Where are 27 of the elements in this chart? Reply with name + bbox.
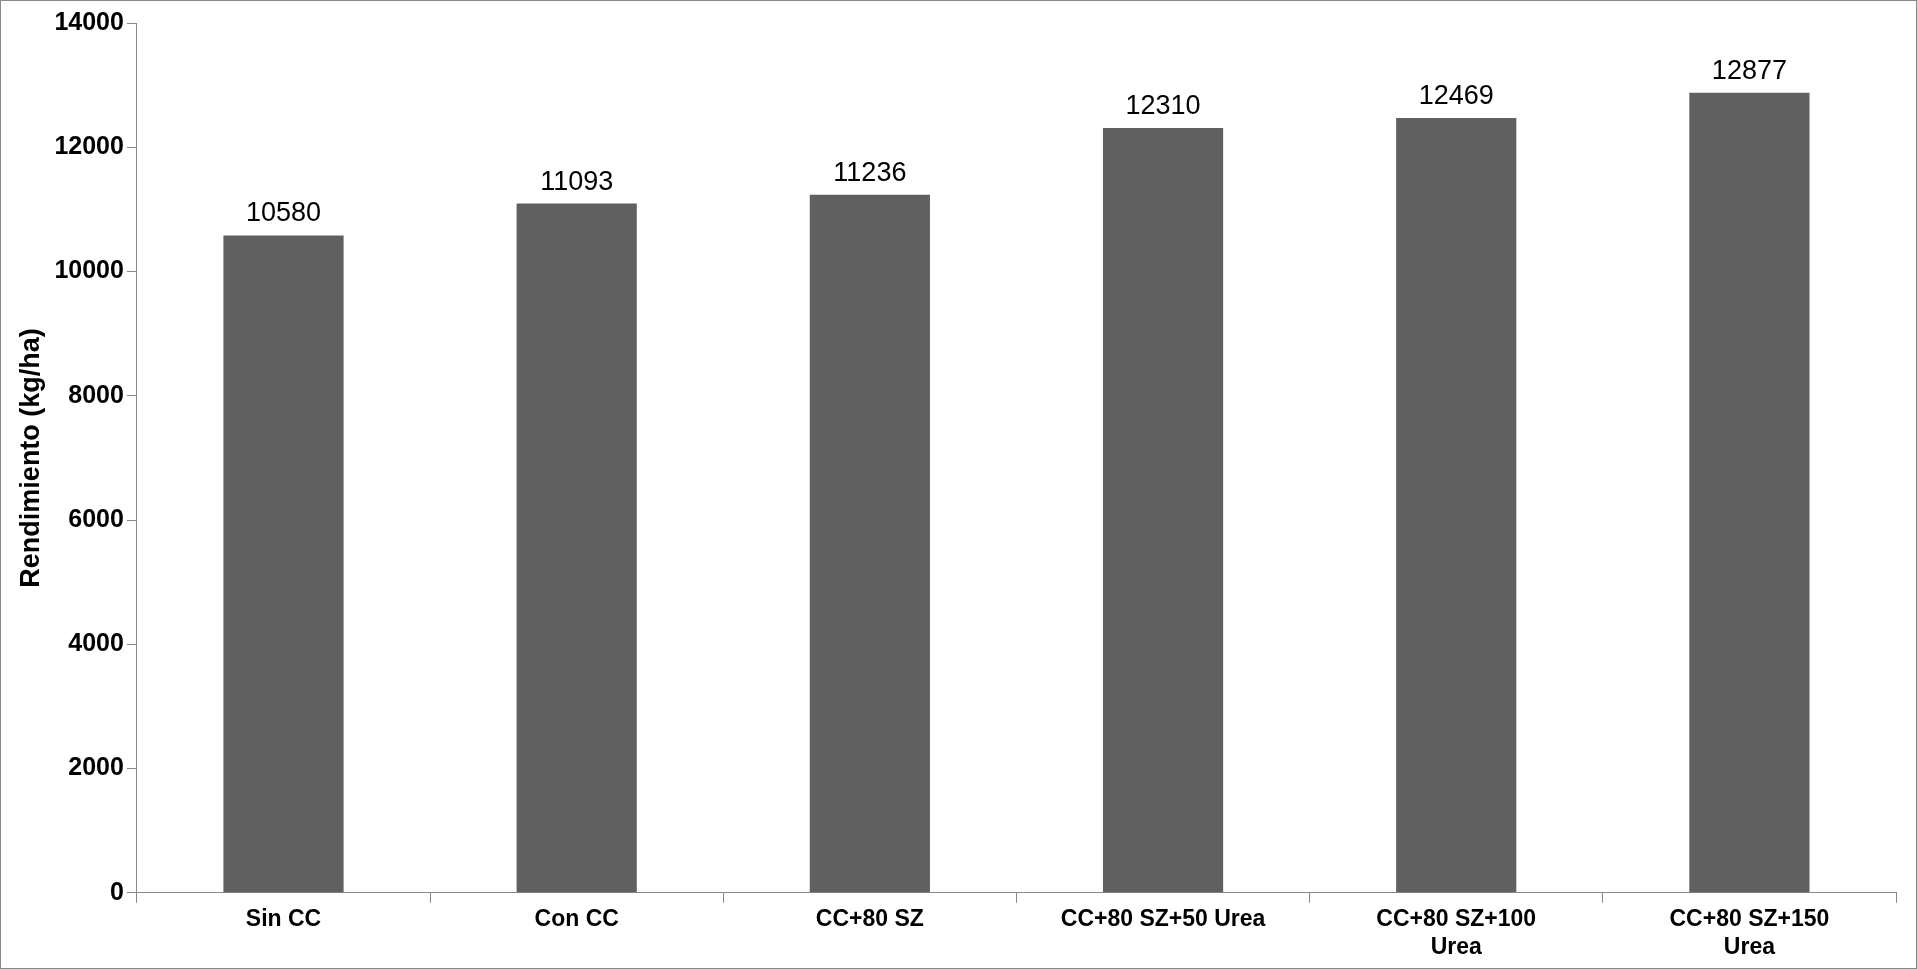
y-tick-label: 0 bbox=[110, 876, 124, 905]
bar bbox=[223, 235, 344, 893]
bar bbox=[1689, 92, 1810, 893]
x-tick-label: Con CC bbox=[534, 904, 619, 931]
y-tick-label: 4000 bbox=[68, 628, 124, 657]
x-tick-label: CC+80 SZ+50 Urea bbox=[1060, 904, 1266, 931]
y-tick-label: 8000 bbox=[68, 379, 124, 408]
bar bbox=[516, 203, 637, 893]
x-tick-label: CC+80 SZ+150 Urea bbox=[1669, 904, 1830, 959]
data-label: 11236 bbox=[833, 156, 907, 187]
data-label: 10580 bbox=[245, 197, 322, 228]
data-label: 12877 bbox=[1711, 54, 1787, 85]
y-axis-title: Rendimiento (kg/ha) bbox=[14, 328, 45, 588]
y-tick-label: 10000 bbox=[54, 255, 124, 284]
data-label: 12469 bbox=[1418, 80, 1494, 111]
y-tick-label: 6000 bbox=[68, 503, 124, 532]
bar bbox=[1102, 128, 1224, 893]
x-tick-label: Sin CC bbox=[245, 904, 322, 931]
bar bbox=[1396, 118, 1517, 893]
y-tick-label: 2000 bbox=[68, 752, 124, 781]
y-tick-label: 14000 bbox=[54, 6, 124, 35]
x-tick-label: CC+80 SZ+100 Urea bbox=[1376, 904, 1537, 959]
y-tick-label: 12000 bbox=[54, 131, 124, 160]
x-tick-label: CC+80 SZ bbox=[815, 904, 924, 931]
data-label: 11093 bbox=[540, 165, 614, 196]
data-label: 12310 bbox=[1125, 89, 1201, 120]
bar bbox=[809, 194, 930, 893]
